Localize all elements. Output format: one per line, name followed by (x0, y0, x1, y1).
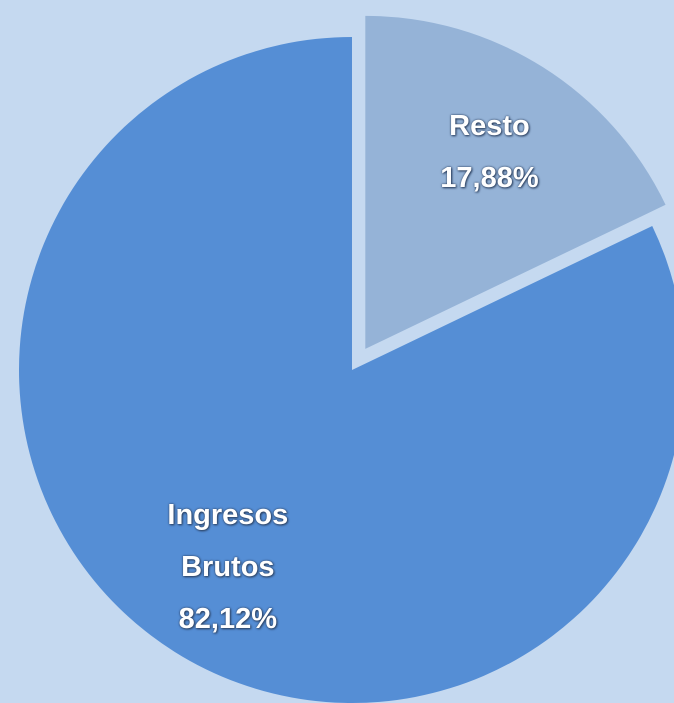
value-label: 82,12% (178, 603, 277, 636)
pie-slice (365, 15, 666, 349)
pie-slice (19, 37, 674, 703)
category-label: Resto (449, 109, 530, 142)
category-label: Ingresos Brutos (167, 499, 289, 584)
slice-label: Ingresos Brutos 82,12% (153, 489, 303, 645)
value-label: 17,88% (440, 161, 539, 194)
slice-label: Resto 17,88% (414, 100, 564, 204)
